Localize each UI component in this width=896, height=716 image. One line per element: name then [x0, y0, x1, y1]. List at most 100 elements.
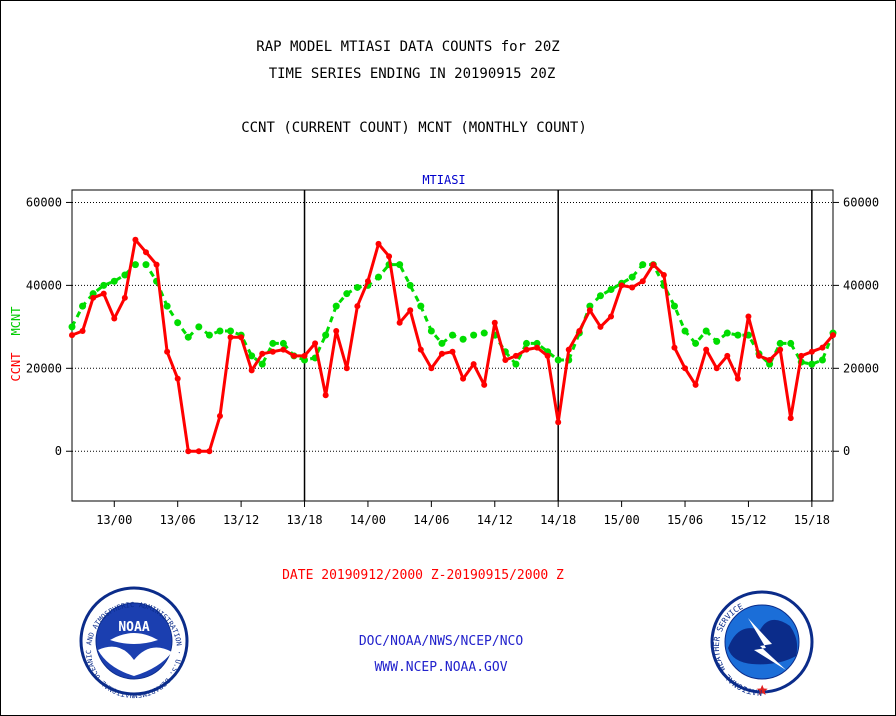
plot-area: [66, 189, 839, 507]
mcnt-point: [808, 360, 816, 368]
mcnt-point: [68, 323, 76, 331]
x-tick-label: 15/12: [730, 513, 766, 527]
ccnt-point: [565, 346, 572, 353]
mcnt-point: [195, 323, 203, 331]
day-separators: [303, 190, 813, 501]
mcnt-point: [163, 302, 171, 310]
mcnt-point: [734, 331, 742, 339]
mcnt-point: [174, 319, 182, 327]
x-tick-label: 14/18: [540, 513, 576, 527]
mcnt-point: [628, 273, 636, 281]
mcnt-point: [184, 333, 192, 341]
title-line-2: TIME SERIES ENDING IN 20190915 20Z: [269, 66, 556, 82]
mcnt-point: [438, 339, 446, 347]
mcnt-point: [269, 339, 277, 347]
ccnt-point: [586, 307, 593, 314]
ccnt-point: [787, 415, 794, 422]
ccnt-point: [100, 290, 107, 297]
mcnt-point: [713, 337, 721, 345]
mcnt-point: [406, 281, 414, 289]
mcnt-point: [79, 302, 87, 310]
x-tick-label: 13/18: [286, 513, 322, 527]
ccnt-point: [576, 327, 583, 334]
ccnt-point: [660, 272, 667, 279]
ccnt-point: [386, 253, 393, 260]
x-tick-label: 13/12: [223, 513, 259, 527]
ccnt-point: [597, 323, 604, 330]
panel-title: MTIASI: [422, 173, 465, 187]
x-tick-label: 13/00: [96, 513, 132, 527]
mcnt-point: [480, 329, 488, 337]
plot-frame: [71, 189, 834, 502]
mcnt-point: [227, 327, 235, 335]
title-line-1: RAP MODEL MTIASI DATA COUNTS for 20Z: [256, 39, 559, 55]
mcnt-point: [417, 302, 425, 310]
ccnt-point: [301, 352, 308, 359]
mcnt-point: [787, 339, 795, 347]
mcnt-point: [100, 281, 108, 289]
ccnt-point: [512, 352, 519, 359]
mcnt-point: [279, 339, 287, 347]
y-axis-label-ccnt: CCNT: [9, 353, 23, 382]
ccnt-point: [428, 365, 435, 372]
mcnt-point: [459, 335, 467, 343]
y-tick-label-left: 0: [55, 444, 62, 458]
mcnt-point: [248, 352, 256, 360]
ccnt-point: [449, 348, 456, 355]
ccnt-point: [555, 419, 562, 426]
mcnt-point: [522, 339, 530, 347]
mcnt-point: [607, 286, 615, 294]
mcnt-point: [692, 339, 700, 347]
ccnt-point: [618, 282, 625, 289]
ccnt-point: [322, 392, 329, 399]
y-tick-labels-left: 0 20000 40000 60000: [26, 195, 62, 458]
ccnt-point: [280, 346, 287, 353]
mcnt-point: [131, 261, 139, 269]
ccnt-point: [808, 348, 815, 355]
ccnt-point: [692, 381, 699, 388]
x-tick-labels: 13/00 13/06 13/12 13/18 14/00 14/06 14/12 14/18…: [96, 513, 830, 527]
ccnt-point: [90, 294, 97, 301]
nws-logo: NATIONAL WEATHER SERVICE: [710, 590, 814, 697]
ccnt-point: [121, 294, 128, 301]
ccnt-point: [703, 346, 710, 353]
ccnt-point: [491, 319, 498, 326]
mcnt-point: [332, 302, 340, 310]
ccnt-point: [259, 350, 266, 357]
ccnt-point: [608, 313, 615, 320]
date-range: DATE 20190912/2000 Z-20190915/2000 Z: [282, 568, 564, 583]
ccnt-point: [227, 334, 234, 341]
ccnt-point: [798, 352, 805, 359]
ccnt-point: [164, 348, 171, 355]
y-tick-label-left: 20000: [26, 361, 62, 375]
ccnt-point: [777, 346, 784, 353]
ccnt-point: [417, 346, 424, 353]
ccnt-point: [185, 448, 192, 455]
y-tick-label-right: 60000: [843, 195, 879, 209]
mcnt-point: [449, 331, 456, 339]
y-axis-label: CCNT MCNT: [9, 307, 23, 382]
ccnt-point: [153, 261, 160, 268]
x-tick-label: 15/00: [604, 513, 640, 527]
ccnt-point: [290, 352, 297, 359]
ccnt-point: [671, 344, 678, 351]
credit-line-1: DOC/NOAA/NWS/NCEP/NCO: [359, 634, 524, 649]
ccnt-point: [269, 348, 276, 355]
mcnt-point: [142, 261, 150, 269]
mcnt-point: [554, 356, 562, 364]
credit-line-2: WWW.NCEP.NOAA.GOV: [374, 660, 507, 675]
x-tick-label: 14/06: [413, 513, 449, 527]
ccnt-point: [79, 327, 86, 334]
ccnt-point: [534, 344, 541, 351]
mcnt-point: [258, 360, 266, 368]
ccnt-point: [354, 303, 361, 310]
ccnt-point: [470, 361, 477, 368]
y-tick-label-right: 0: [843, 444, 850, 458]
ccnt-point: [713, 365, 720, 372]
ccnt-point: [333, 327, 340, 334]
ccnt-point: [132, 236, 139, 243]
y-axis-label-mcnt: MCNT: [9, 307, 23, 336]
ccnt-point: [724, 352, 731, 359]
y-tick-label-right: 40000: [843, 278, 879, 292]
mcnt-point: [343, 290, 351, 298]
